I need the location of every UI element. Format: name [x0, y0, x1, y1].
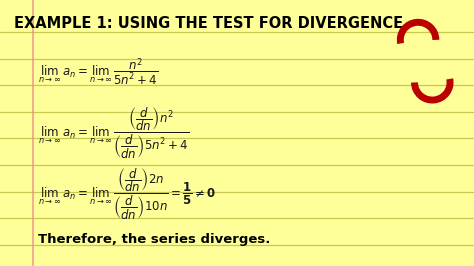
Text: $\underset{n\to\infty}{\lim}\,a_n = \underset{n\to\infty}{\lim}\,\dfrac{n^2}{5n^: $\underset{n\to\infty}{\lim}\,a_n = \und…	[38, 56, 158, 88]
Text: $\underset{n\to\infty}{\lim}\,a_n = \underset{n\to\infty}{\lim}\,\dfrac{\left(\d: $\underset{n\to\infty}{\lim}\,a_n = \und…	[38, 105, 189, 161]
Text: EXAMPLE 1: USING THE TEST FOR DIVERGENCE: EXAMPLE 1: USING THE TEST FOR DIVERGENCE	[14, 16, 403, 31]
Text: $\underset{n\to\infty}{\lim}\,a_n = \underset{n\to\infty}{\lim}\,\dfrac{\left(\d: $\underset{n\to\infty}{\lim}\,a_n = \und…	[38, 167, 216, 222]
Text: Therefore, the series diverges.: Therefore, the series diverges.	[38, 233, 270, 246]
